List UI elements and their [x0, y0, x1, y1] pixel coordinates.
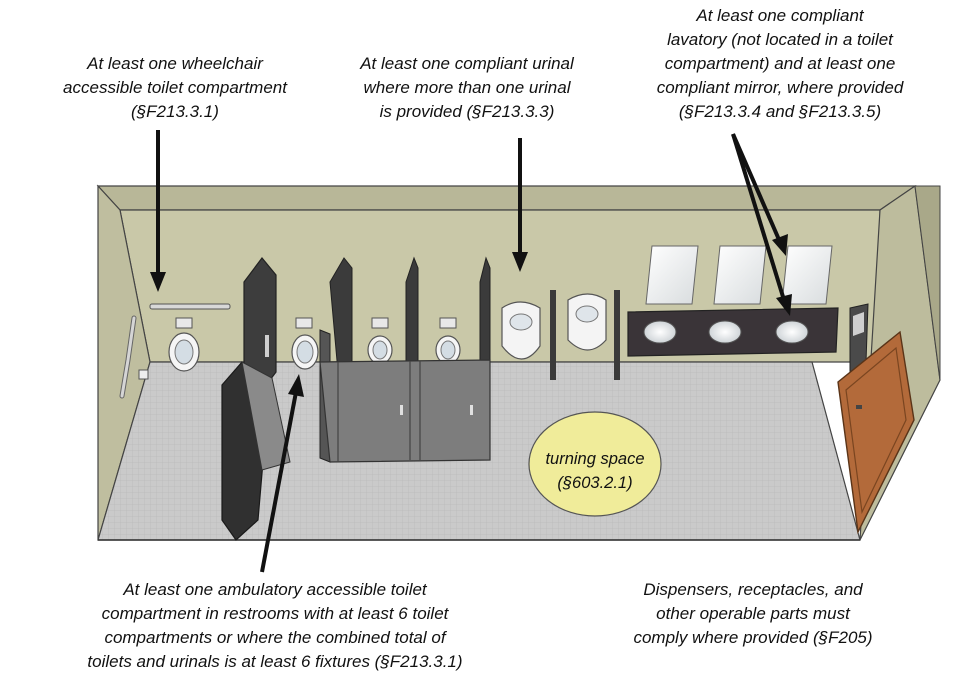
callout-line: compliant mirror, where provided: [656, 78, 904, 97]
standard-toilet-icon: [435, 317, 461, 365]
callout-line: accessible toilet compartment: [63, 78, 287, 97]
standard-toilet-icon: [367, 317, 393, 365]
callout-arrows: [150, 130, 792, 573]
dispensers-callout: Dispensers, receptacles, and other opera…: [588, 578, 918, 650]
wheelchair-compartment-callout: At least one wheelchair accessible toile…: [40, 52, 310, 124]
callout-line: comply where provided (§F205): [633, 628, 873, 647]
callout-line: compartment in restrooms with at least 6…: [101, 604, 449, 623]
lavatory-mirror-callout: At least one compliant lavatory (not loc…: [620, 4, 940, 124]
callout-line: lavatory (not located in a toilet: [667, 30, 893, 49]
turning-space-label: turning space: [545, 450, 644, 468]
callout-line: compartment) and at least one: [664, 54, 896, 73]
callout-line: At least one compliant: [696, 6, 864, 25]
wheelchair-compartment: [119, 303, 231, 399]
callout-line: is provided (§F213.3.3): [379, 102, 555, 121]
callout-line: where more than one urinal: [363, 78, 571, 97]
callout-line: At least one ambulatory accessible toile…: [123, 580, 427, 599]
callout-line: compartments or where the combined total…: [104, 628, 446, 647]
callout-line: Dispensers, receptacles, and: [643, 580, 863, 599]
back-wall: [96, 185, 917, 211]
lavatory-sink-icon: [775, 320, 809, 344]
urinal-icon: [567, 293, 607, 351]
mirrors: [645, 245, 833, 305]
turning-space-circle: [528, 411, 662, 517]
callout-line: (§F213.3.1): [131, 102, 219, 121]
callout-line: (§F213.3.4 and §F213.3.5): [678, 102, 882, 121]
lavatory-sink-icon: [708, 320, 742, 344]
callout-line: other operable parts must: [656, 604, 850, 623]
urinal-callout: At least one compliant urinal where more…: [323, 52, 611, 124]
callout-line: toilets and urinals is at least 6 fixtur…: [87, 652, 463, 671]
lavatory-sink-icon: [643, 320, 677, 344]
stall-front: [319, 359, 491, 463]
callout-line: At least one compliant urinal: [360, 54, 574, 73]
turning-space-ref: (§603.2.1): [557, 474, 632, 492]
urinal-icon: [501, 301, 541, 360]
accessible-toilet-icon: [168, 317, 200, 372]
door: [837, 330, 915, 535]
callout-line: At least one wheelchair: [87, 54, 263, 73]
ambulatory-toilet-icon: [291, 317, 319, 370]
ambulatory-compartment-callout: At least one ambulatory accessible toile…: [20, 578, 530, 674]
